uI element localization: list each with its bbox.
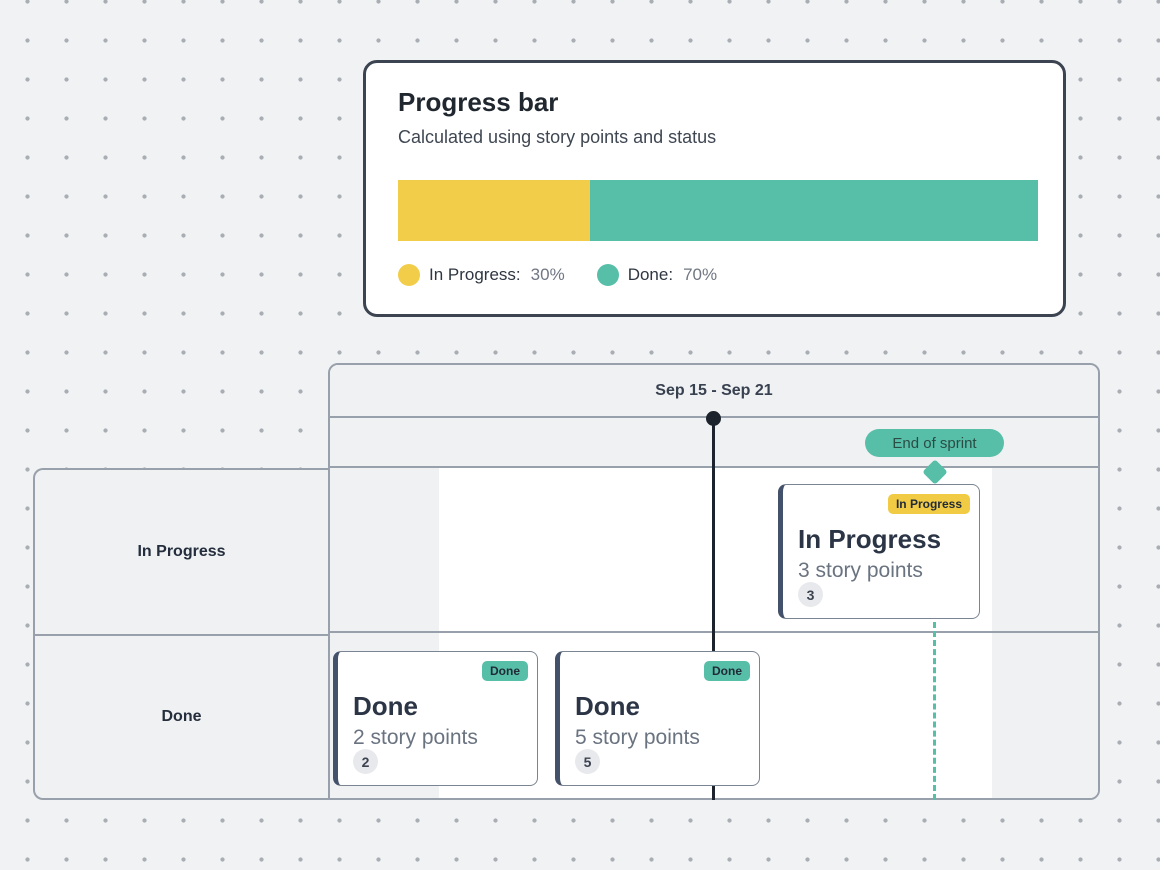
legend-item-in-progress: In Progress: 30% xyxy=(398,264,565,286)
task-card-done-2[interactable]: Done Done 5 story points 5 xyxy=(555,651,760,786)
progress-segment-done xyxy=(590,180,1038,241)
legend-item-done: Done: 70% xyxy=(596,264,718,286)
task-card-in-progress[interactable]: In Progress In Progress 3 story points 3 xyxy=(778,484,980,619)
progress-bar xyxy=(398,180,1038,241)
today-marker-line xyxy=(712,418,715,800)
swimlane-label-column: In Progress Done xyxy=(33,468,328,800)
legend-value: 30% xyxy=(530,265,565,284)
legend-label: Done: xyxy=(627,265,674,284)
legend-dot-done-icon xyxy=(596,264,619,286)
swimlane-label-in-progress: In Progress xyxy=(137,543,226,560)
today-marker-dot-icon xyxy=(706,411,721,426)
out-of-sprint-band-right xyxy=(992,468,1098,798)
end-of-sprint-label: End of sprint xyxy=(865,429,1004,457)
progress-segment-in-progress xyxy=(398,180,590,241)
task-card-done-1[interactable]: Done Done 2 story points 2 xyxy=(333,651,538,786)
task-subtitle: 5 story points xyxy=(575,726,700,749)
status-badge: Done xyxy=(704,661,750,681)
widget-subtitle: Calculated using story points and status xyxy=(398,127,717,147)
swimlane-label-done: Done xyxy=(35,634,328,798)
story-points-chip: 3 xyxy=(798,582,823,607)
legend-dot-in-progress-icon xyxy=(398,264,420,286)
task-title: Done xyxy=(353,691,418,721)
story-points-chip: 2 xyxy=(353,749,378,774)
task-subtitle: 2 story points xyxy=(353,726,478,749)
story-points-chip: 5 xyxy=(575,749,600,774)
task-title: Done xyxy=(575,691,640,721)
task-title: In Progress xyxy=(798,524,942,554)
widget-title: Progress bar xyxy=(398,87,559,117)
task-subtitle: 3 story points xyxy=(798,559,923,582)
legend-value: 70% xyxy=(683,265,718,284)
status-badge: In Progress xyxy=(887,494,970,514)
progress-legend: In Progress: 30% Done: 70% xyxy=(398,264,717,286)
status-badge: Done xyxy=(482,661,528,681)
progress-bar-widget: Progress bar Calculated using story poin… xyxy=(363,60,1066,317)
end-of-sprint-line xyxy=(933,468,936,800)
legend-label: In Progress: xyxy=(429,265,521,284)
